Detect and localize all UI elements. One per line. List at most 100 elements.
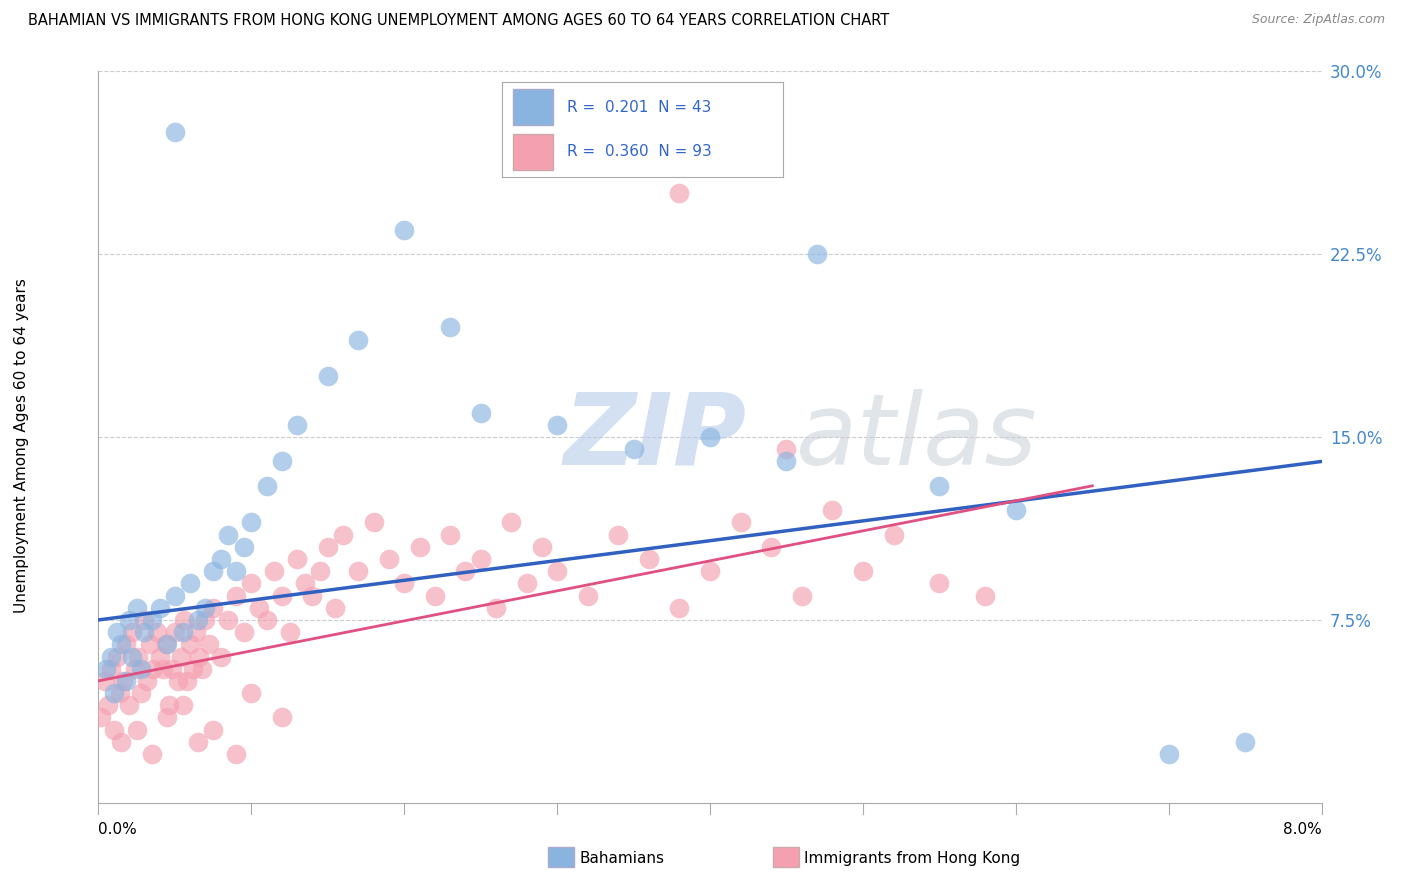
- Text: Immigrants from Hong Kong: Immigrants from Hong Kong: [804, 851, 1021, 865]
- Point: [172, 698, 194, 713]
- Point: [145, 625, 167, 640]
- Point: [623, 442, 645, 457]
- Point: [470, 406, 492, 420]
- Point: [263, 564, 285, 578]
- Point: [163, 625, 186, 640]
- Point: [270, 454, 294, 468]
- Point: [105, 649, 128, 664]
- Point: [173, 613, 195, 627]
- Point: [883, 527, 905, 541]
- Point: [761, 540, 783, 554]
- Point: [439, 320, 461, 334]
- Point: [1234, 735, 1257, 749]
- Point: [256, 479, 278, 493]
- Point: [121, 649, 143, 664]
- Point: [485, 600, 508, 615]
- Point: [136, 673, 159, 688]
- Point: [134, 613, 156, 627]
- Point: [100, 662, 122, 676]
- Point: [806, 247, 828, 261]
- Point: [378, 552, 401, 566]
- Point: [247, 600, 270, 615]
- Point: [94, 662, 117, 676]
- Point: [152, 662, 174, 676]
- Point: [110, 735, 132, 749]
- Point: [127, 649, 149, 664]
- Point: [470, 552, 492, 566]
- Point: [439, 527, 461, 541]
- Point: [149, 649, 172, 664]
- Point: [217, 613, 239, 627]
- Point: [149, 600, 172, 615]
- Point: [209, 649, 232, 664]
- Point: [501, 516, 523, 530]
- Point: [155, 637, 177, 651]
- Point: [93, 673, 115, 688]
- Point: [332, 527, 354, 541]
- Point: [821, 503, 844, 517]
- Point: [111, 673, 134, 688]
- Point: [363, 516, 385, 530]
- Point: [392, 223, 416, 237]
- Point: [928, 576, 950, 591]
- Point: [141, 747, 163, 761]
- Point: [699, 430, 721, 444]
- Point: [730, 516, 752, 530]
- Point: [225, 589, 247, 603]
- Point: [546, 417, 568, 432]
- Point: [170, 649, 193, 664]
- Point: [232, 625, 254, 640]
- Point: [160, 662, 183, 676]
- Point: [103, 723, 125, 737]
- Text: Source: ZipAtlas.com: Source: ZipAtlas.com: [1251, 13, 1385, 27]
- Point: [668, 186, 690, 201]
- Point: [141, 613, 163, 627]
- Point: [197, 637, 219, 651]
- Point: [852, 564, 875, 578]
- Point: [546, 564, 568, 578]
- Point: [188, 649, 211, 664]
- Point: [225, 747, 247, 761]
- Point: [294, 576, 316, 591]
- Point: [194, 600, 217, 615]
- Point: [186, 625, 208, 640]
- Point: [316, 369, 339, 384]
- Point: [668, 600, 690, 615]
- Point: [110, 637, 132, 651]
- Point: [125, 600, 148, 615]
- Point: [103, 686, 125, 700]
- Point: [157, 698, 180, 713]
- Point: [775, 442, 797, 457]
- Point: [134, 625, 156, 640]
- Point: [100, 649, 122, 664]
- Point: [163, 589, 186, 603]
- Point: [179, 576, 201, 591]
- Point: [129, 662, 152, 676]
- Point: [191, 662, 214, 676]
- Point: [392, 576, 416, 591]
- Point: [105, 625, 128, 640]
- Point: [270, 710, 294, 724]
- Point: [115, 637, 138, 651]
- Point: [163, 125, 186, 139]
- Point: [515, 576, 537, 591]
- Point: [347, 333, 370, 347]
- Point: [156, 710, 179, 724]
- Point: [118, 698, 141, 713]
- Point: [576, 589, 599, 603]
- Point: [217, 527, 239, 541]
- Point: [1004, 503, 1026, 517]
- Point: [167, 673, 190, 688]
- Point: [97, 698, 120, 713]
- Point: [240, 576, 263, 591]
- Point: [347, 564, 370, 578]
- Point: [699, 564, 721, 578]
- Point: [187, 735, 209, 749]
- Point: [256, 613, 278, 627]
- Point: [454, 564, 477, 578]
- Point: [125, 723, 148, 737]
- Point: [202, 723, 225, 737]
- Point: [202, 564, 225, 578]
- Point: [278, 625, 301, 640]
- Point: [316, 540, 339, 554]
